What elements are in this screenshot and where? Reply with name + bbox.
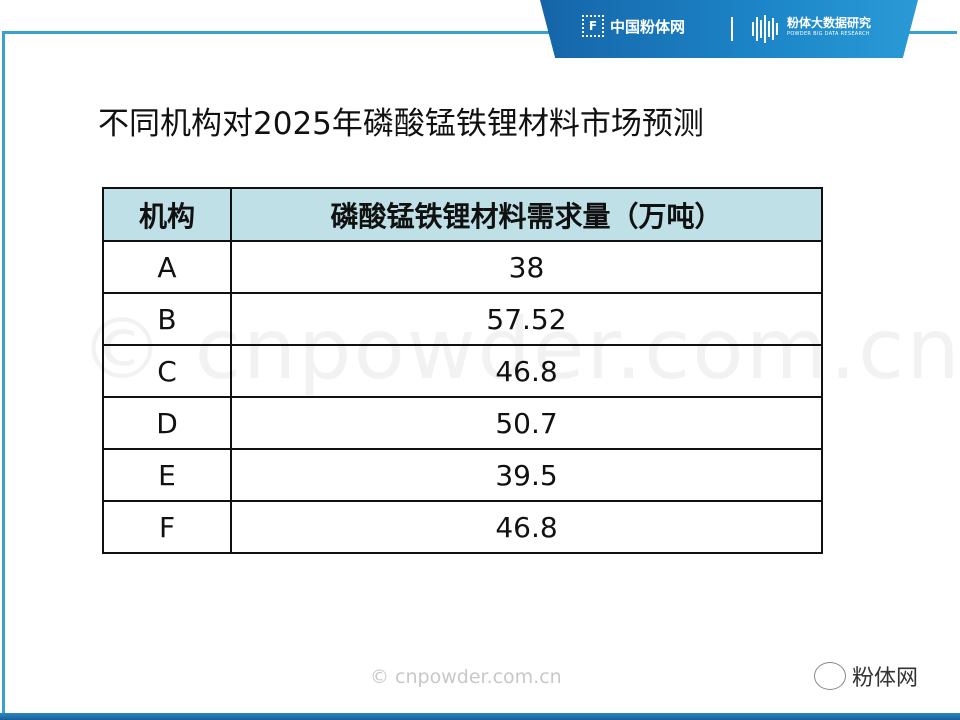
org-cell: F (102, 500, 232, 554)
research-en: POWDER BIG DATA RESEARCH (787, 31, 870, 37)
table-row: C 46.8 (102, 344, 823, 398)
footer-watermark: © cnpowder.com.cn (370, 666, 562, 688)
slide-bottom-bar (0, 713, 960, 720)
research-cn: 粉体大数据研究 (787, 16, 872, 30)
table-row: B 57.52 (102, 292, 823, 346)
demand-cell: 50.7 (230, 396, 823, 450)
demand-cell: 57.52 (230, 292, 823, 346)
table-header-row: 机构 磷酸锰铁锂材料需求量（万吨） (102, 187, 823, 242)
demand-cell: 38 (230, 240, 823, 294)
wechat-label: 粉体网 (852, 666, 919, 691)
cnpowder-logo: F 中国粉体网 (582, 15, 685, 37)
bar-chart-logo-icon (752, 14, 782, 44)
table-row: A 38 (102, 240, 823, 294)
org-cell: D (102, 396, 232, 450)
table-row: E 39.5 (102, 448, 823, 502)
table-row: D 50.7 (102, 396, 823, 450)
page-title: 不同机构对2025年磷酸锰铁锂材料市场预测 (98, 106, 704, 142)
demand-cell: 46.8 (230, 344, 823, 398)
demand-cell: 39.5 (230, 448, 823, 502)
wechat-icon (814, 662, 846, 690)
org-cell: C (102, 344, 232, 398)
logo-text: 中国粉体网 (610, 17, 686, 36)
wechat-account: 粉体网 (814, 660, 918, 692)
column-header-org: 机构 (102, 187, 232, 242)
logo-icon: F (582, 15, 604, 37)
demand-cell: 46.8 (230, 500, 823, 554)
column-header-demand: 磷酸锰铁锂材料需求量（万吨） (230, 187, 823, 242)
org-cell: A (102, 240, 232, 294)
research-logo: 粉体大数据研究 POWDER BIG DATA RESEARCH (787, 14, 871, 37)
table-row: F 46.8 (102, 500, 823, 554)
org-cell: B (102, 292, 232, 346)
forecast-table: 机构 磷酸锰铁锂材料需求量（万吨） A 38 B 57.52 C 46.8 D 50.7… (102, 187, 823, 554)
org-cell: E (102, 448, 232, 502)
header-divider (731, 17, 733, 41)
